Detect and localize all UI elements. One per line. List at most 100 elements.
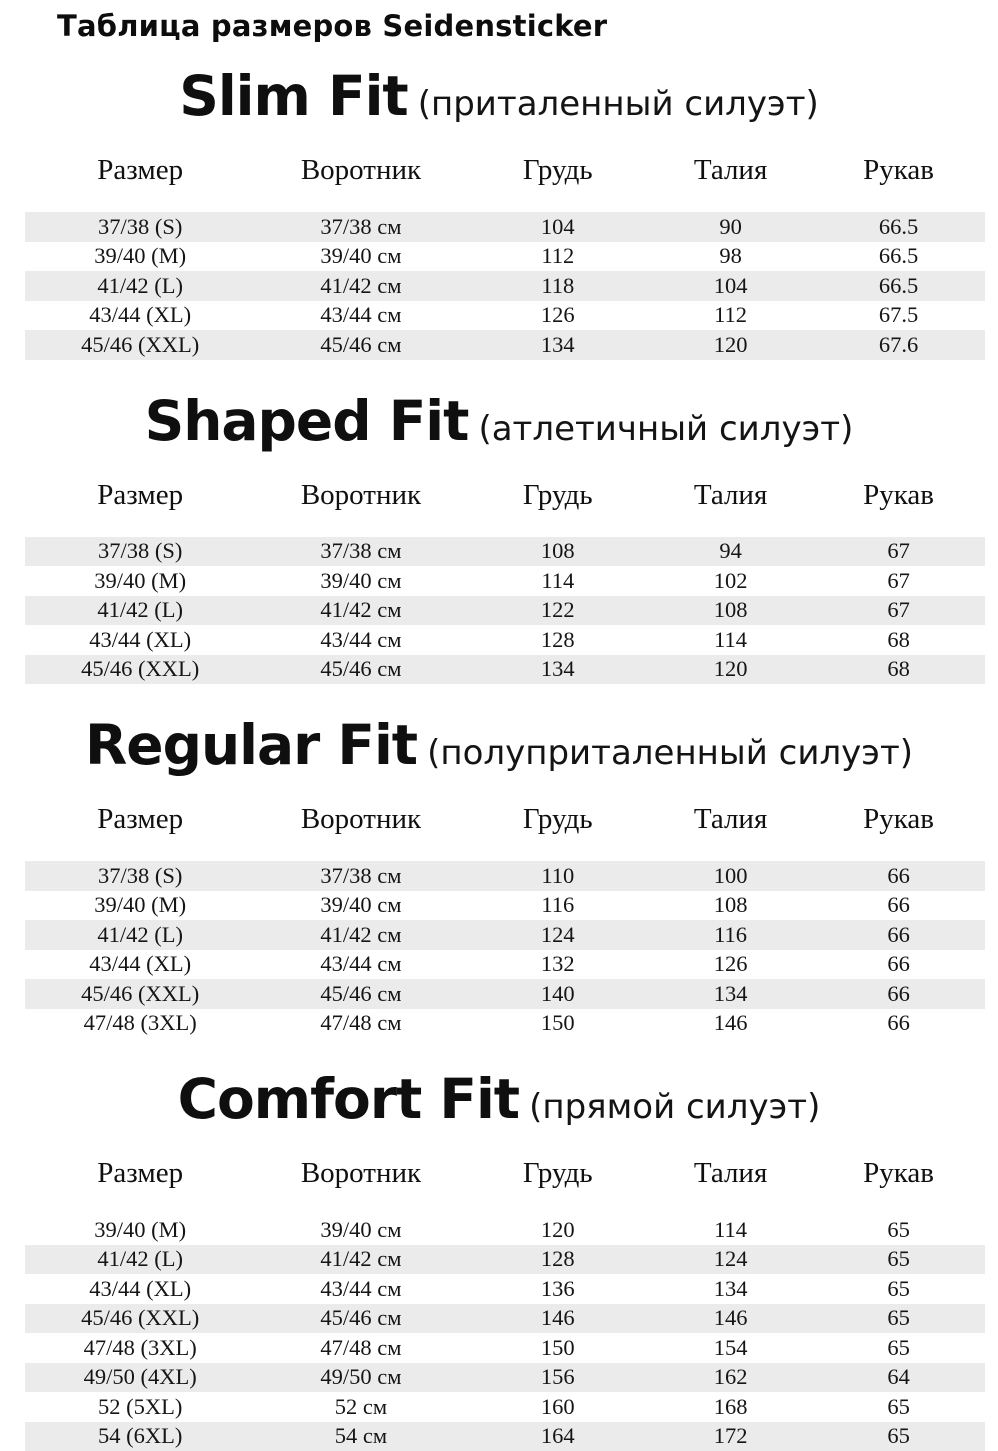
table-cell: 45/46 (XXL) (25, 655, 255, 685)
table-cell: 52 см (255, 1392, 466, 1422)
column-header-sleeve: Рукав (812, 799, 985, 861)
table-cell: 154 (649, 1333, 812, 1363)
column-header-chest: Грудь (467, 475, 649, 537)
fit-subtitle: (прямой силуэт) (529, 1087, 820, 1127)
table-cell: 66 (812, 1009, 985, 1039)
table-cell: 126 (467, 301, 649, 331)
table-cell: 49/50 (4XL) (25, 1363, 255, 1393)
table-cell: 54 см (255, 1422, 466, 1451)
table-cell: 37/38 (S) (25, 212, 255, 242)
table-cell: 37/38 (S) (25, 537, 255, 567)
table-cell: 122 (467, 596, 649, 626)
table-cell: 68 (812, 655, 985, 685)
table-cell: 37/38 см (255, 861, 466, 891)
fit-subtitle: (приталенный силуэт) (418, 84, 819, 124)
table-cell: 136 (467, 1274, 649, 1304)
size-table-comfort-fit: Размер Воротник Грудь Талия Рукав 39/40 … (25, 1153, 985, 1451)
table-cell: 67 (812, 596, 985, 626)
section-heading-comfort-fit: Comfort Fit(прямой силуэт) (0, 1064, 998, 1145)
table-cell: 64 (812, 1363, 985, 1393)
table-cell: 134 (467, 655, 649, 685)
fit-name: Regular Fit (85, 713, 417, 777)
table-cell: 66.5 (812, 242, 985, 272)
table-cell: 114 (649, 625, 812, 655)
table-cell: 43/44 см (255, 1274, 466, 1304)
table-cell: 45/46 (XXL) (25, 979, 255, 1009)
column-header-collar: Воротник (255, 475, 466, 537)
table-cell: 172 (649, 1422, 812, 1451)
table-header-row: Размер Воротник Грудь Талия Рукав (25, 1153, 985, 1215)
table-cell: 94 (649, 537, 812, 567)
table-cell: 90 (649, 212, 812, 242)
column-header-sleeve: Рукав (812, 150, 985, 212)
table-cell: 43/44 см (255, 625, 466, 655)
table-cell: 110 (467, 861, 649, 891)
table-cell: 104 (467, 212, 649, 242)
table-cell: 65 (812, 1422, 985, 1451)
section-heading-slim-fit: Slim Fit(приталенный силуэт) (0, 61, 998, 142)
table-cell: 100 (649, 861, 812, 891)
column-header-collar: Воротник (255, 150, 466, 212)
table-cell: 140 (467, 979, 649, 1009)
section-comfort-fit: Comfort Fit(прямой силуэт) Размер Воротн… (0, 1064, 998, 1451)
table-cell: 108 (649, 596, 812, 626)
table-cell: 41/42 см (255, 596, 466, 626)
table-cell: 45/46 см (255, 655, 466, 685)
table-cell: 116 (649, 920, 812, 950)
table-cell: 146 (649, 1304, 812, 1334)
table-cell: 118 (467, 271, 649, 301)
table-cell: 39/40 см (255, 891, 466, 921)
table-cell: 54 (6XL) (25, 1422, 255, 1451)
table-cell: 146 (467, 1304, 649, 1334)
table-cell: 134 (649, 1274, 812, 1304)
table-cell: 41/42 см (255, 271, 466, 301)
table-cell: 43/44 см (255, 950, 466, 980)
table-cell: 49/50 см (255, 1363, 466, 1393)
table-header-row: Размер Воротник Грудь Талия Рукав (25, 799, 985, 861)
table-cell: 164 (467, 1422, 649, 1451)
table-cell: 39/40 (M) (25, 891, 255, 921)
table-cell: 108 (649, 891, 812, 921)
column-header-waist: Талия (649, 475, 812, 537)
table-cell: 120 (649, 330, 812, 360)
table-cell: 66.5 (812, 271, 985, 301)
table-cell: 41/42 см (255, 920, 466, 950)
column-header-chest: Грудь (467, 150, 649, 212)
table-cell: 67 (812, 566, 985, 596)
table-cell: 128 (467, 1245, 649, 1275)
section-regular-fit: Regular Fit(полуприталенный силуэт) Разм… (0, 710, 998, 1038)
column-header-waist: Талия (649, 150, 812, 212)
table-cell: 43/44 (XL) (25, 950, 255, 980)
table-cell: 124 (649, 1245, 812, 1275)
table-cell: 43/44 (XL) (25, 1274, 255, 1304)
fit-name: Shaped Fit (145, 389, 469, 453)
column-header-waist: Талия (649, 1153, 812, 1215)
table-cell: 66 (812, 979, 985, 1009)
table-cell: 47/48 (3XL) (25, 1333, 255, 1363)
table-cell: 128 (467, 625, 649, 655)
table-cell: 65 (812, 1304, 985, 1334)
table-cell: 45/46 см (255, 330, 466, 360)
table-cell: 104 (649, 271, 812, 301)
table-cell: 39/40 (M) (25, 1215, 255, 1245)
table-cell: 39/40 см (255, 242, 466, 272)
table-cell: 98 (649, 242, 812, 272)
